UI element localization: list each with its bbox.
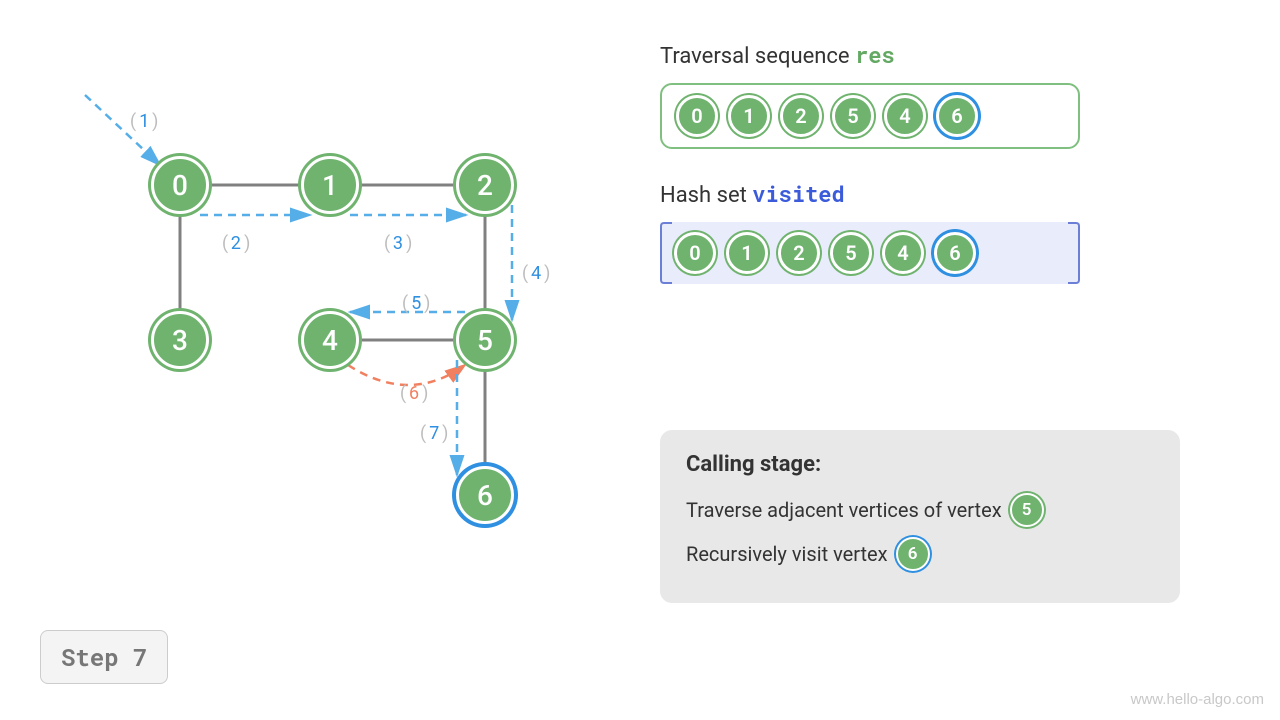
res-box-node-4: 4 bbox=[884, 95, 926, 137]
calling-stage-box: Calling stage: Traverse adjacent vertice… bbox=[660, 430, 1180, 603]
graph-area: 0 1 2 3 4 5 6 (1) (2) (3) (4) (5) (6) (7) bbox=[0, 0, 640, 720]
calling-line-2-text: Recursively visit vertex bbox=[686, 542, 888, 566]
calling-vertex-1: 5 bbox=[1010, 493, 1044, 527]
step-label-2: (2) bbox=[220, 230, 252, 254]
calling-line-2: Recursively visit vertex 6 bbox=[686, 537, 1154, 571]
visited-box-node-4: 4 bbox=[882, 232, 924, 274]
step-label-5: (5) bbox=[400, 290, 432, 314]
graph-arrows bbox=[85, 95, 512, 475]
graph-node-5: 5 bbox=[456, 311, 514, 369]
watermark: www.hello-algo.com bbox=[1131, 691, 1264, 708]
res-box-node-1: 1 bbox=[728, 95, 770, 137]
visited-box-node-0: 0 bbox=[674, 232, 716, 274]
res-box-node-0: 0 bbox=[676, 95, 718, 137]
graph-node-1: 1 bbox=[301, 156, 359, 214]
step-badge: Step 7 bbox=[40, 630, 168, 684]
res-label: Traversal sequence res bbox=[660, 40, 1160, 69]
right-panel: Traversal sequence res 012546 Hash set v… bbox=[660, 40, 1160, 344]
graph-node-2: 2 bbox=[456, 156, 514, 214]
graph-node-0: 0 bbox=[151, 156, 209, 214]
visited-box-node-5: 5 bbox=[830, 232, 872, 274]
res-box-node-6: 6 bbox=[936, 95, 978, 137]
visited-box-node-2: 2 bbox=[778, 232, 820, 274]
visited-label-code: visited bbox=[752, 179, 844, 208]
visited-box: 012546 bbox=[660, 222, 1080, 284]
visited-label: Hash set visited bbox=[660, 179, 1160, 208]
res-label-code: res bbox=[855, 40, 895, 69]
res-box-node-2: 2 bbox=[780, 95, 822, 137]
res-box: 012546 bbox=[660, 83, 1080, 149]
calling-line-1-text: Traverse adjacent vertices of vertex bbox=[686, 498, 1002, 522]
visited-box-node-1: 1 bbox=[726, 232, 768, 274]
step-label-7: (7) bbox=[418, 420, 450, 444]
graph-node-6: 6 bbox=[456, 466, 514, 524]
graph-node-4: 4 bbox=[301, 311, 359, 369]
graph-node-3: 3 bbox=[151, 311, 209, 369]
step-label-6: (6) bbox=[398, 380, 430, 404]
res-box-node-5: 5 bbox=[832, 95, 874, 137]
step-label-4: (4) bbox=[520, 260, 552, 284]
calling-heading: Calling stage: bbox=[686, 452, 1154, 477]
step-label-3: (3) bbox=[382, 230, 414, 254]
res-label-text: Traversal sequence bbox=[660, 44, 850, 69]
visited-box-node-6: 6 bbox=[934, 232, 976, 274]
visited-label-text: Hash set bbox=[660, 183, 747, 208]
calling-line-1: Traverse adjacent vertices of vertex 5 bbox=[686, 493, 1154, 527]
step-label-1: (1) bbox=[128, 108, 160, 132]
calling-vertex-2: 6 bbox=[896, 537, 930, 571]
